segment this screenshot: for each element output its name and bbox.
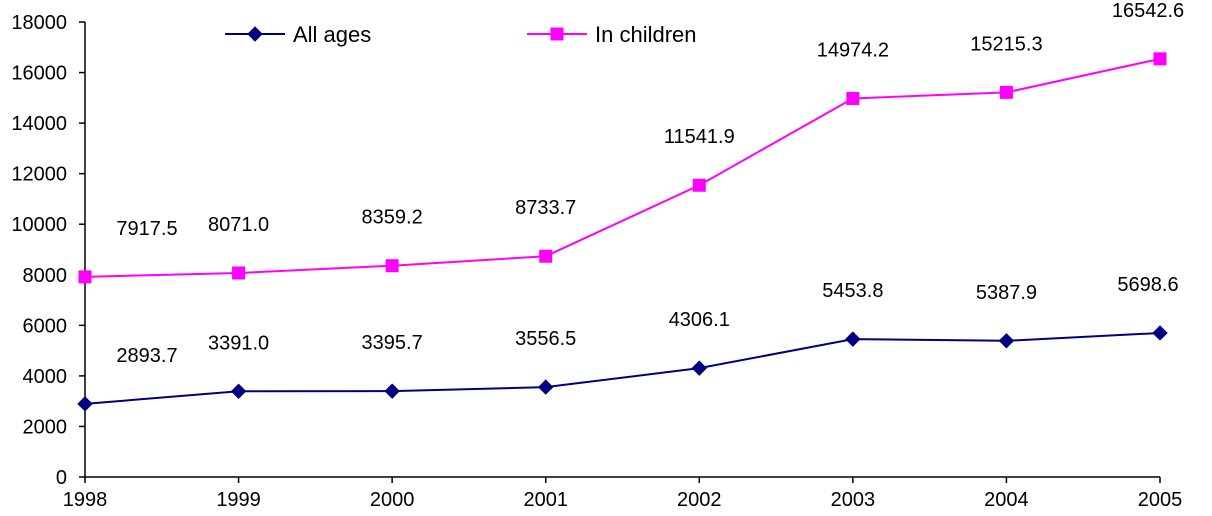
data-point bbox=[384, 383, 400, 399]
y-tick-label: 6000 bbox=[23, 315, 68, 337]
data-label: 5698.6 bbox=[1117, 274, 1178, 296]
data-point bbox=[539, 249, 553, 263]
data-label: 16542.6 bbox=[1112, 0, 1184, 22]
series-layer bbox=[77, 52, 1168, 412]
x-tick-label: 2001 bbox=[523, 489, 568, 511]
data-point bbox=[77, 396, 93, 412]
y-tick-label: 14000 bbox=[11, 113, 67, 135]
legend-label: In children bbox=[595, 22, 697, 47]
data-label: 14974.2 bbox=[817, 39, 889, 61]
y-tick-label: 4000 bbox=[23, 366, 68, 388]
data-label: 5453.8 bbox=[822, 280, 883, 302]
series-line-in-children bbox=[84, 57, 1161, 278]
data-label: 7917.5 bbox=[116, 218, 177, 240]
data-label: 8071.0 bbox=[208, 214, 269, 236]
data-point bbox=[692, 178, 706, 192]
data-point bbox=[1152, 325, 1168, 341]
data-labels: 2893.7 3391.0 3395.7 3556.5 4306.1 5453.8 5387… bbox=[116, 0, 1184, 367]
data-label: 5387.9 bbox=[976, 282, 1037, 304]
data-point bbox=[1153, 52, 1167, 66]
y-tick-label: 18000 bbox=[11, 12, 67, 34]
data-label: 8359.2 bbox=[362, 207, 423, 229]
data-label: 3395.7 bbox=[362, 332, 423, 354]
data-point bbox=[385, 259, 399, 273]
data-label: 3391.0 bbox=[208, 332, 269, 354]
data-point bbox=[998, 333, 1015, 349]
data-point bbox=[232, 266, 246, 280]
y-tick-label: 2000 bbox=[23, 416, 68, 438]
series-line-all-ages bbox=[84, 331, 1161, 405]
x-tick-label: 2004 bbox=[984, 489, 1029, 511]
x-tick-label: 1998 bbox=[63, 489, 108, 511]
x-tick-label: 1999 bbox=[216, 489, 261, 511]
data-point bbox=[845, 331, 861, 347]
x-tick-label: 2005 bbox=[1138, 489, 1183, 511]
y-tick-label: 12000 bbox=[11, 164, 67, 186]
y-tick-label: 0 bbox=[56, 467, 67, 489]
data-label: 11541.9 bbox=[664, 126, 735, 148]
y-tick-label: 8000 bbox=[23, 265, 68, 287]
data-point bbox=[78, 270, 92, 284]
data-label: 2893.7 bbox=[116, 345, 177, 367]
legend: All ages In children bbox=[225, 22, 697, 47]
legend-marker bbox=[247, 26, 263, 42]
legend-label: All ages bbox=[293, 22, 371, 47]
legend-marker bbox=[550, 27, 564, 41]
data-label: 15215.3 bbox=[970, 33, 1042, 55]
y-tick-label: 10000 bbox=[11, 214, 67, 236]
data-label: 3556.5 bbox=[515, 328, 576, 350]
data-label: 8733.7 bbox=[515, 197, 576, 219]
x-tick-label: 2003 bbox=[831, 489, 876, 511]
axes: 0 2000 4000 6000 8000 10000 12000 14000 16000 180… bbox=[11, 12, 1182, 511]
x-tick-label: 2000 bbox=[370, 489, 415, 511]
data-point bbox=[691, 360, 707, 376]
data-point bbox=[230, 383, 247, 399]
data-label: 4306.1 bbox=[669, 309, 730, 331]
data-point bbox=[538, 379, 554, 395]
x-tick-label: 2002 bbox=[677, 489, 722, 511]
data-point bbox=[846, 91, 860, 105]
data-point bbox=[999, 85, 1013, 99]
y-tick-label: 16000 bbox=[11, 63, 67, 85]
